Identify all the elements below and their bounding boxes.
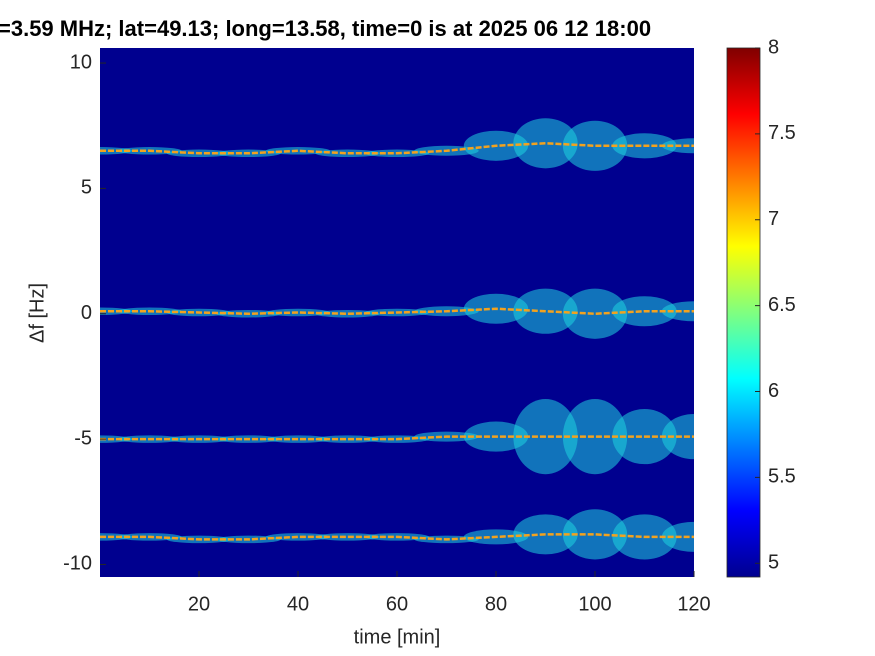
band-spread: [315, 309, 380, 318]
x-tick-label: 100: [578, 593, 611, 615]
y-tick-label: -10: [63, 553, 92, 575]
x-tick-label: 80: [485, 593, 507, 615]
band-spread: [562, 288, 628, 339]
x-axis-label: time [min]: [354, 626, 441, 648]
band-center-line: [100, 307, 694, 316]
band-spread: [562, 398, 628, 475]
band-spread: [265, 308, 331, 317]
band-spread: [562, 120, 628, 171]
band-center-line: [100, 435, 694, 441]
plot-area: [100, 118, 694, 560]
band-spread: [562, 509, 628, 560]
band-spread: [315, 533, 380, 541]
x-tick-label: 20: [188, 593, 210, 615]
colorbar-tick-label: 6: [768, 380, 779, 402]
band-spread: [315, 435, 380, 443]
y-axis-label: Δf [Hz]: [26, 283, 48, 343]
chart-title: =3.59 MHz; lat=49.13; long=13.58, time=0…: [0, 16, 651, 41]
y-tick-label: 10: [70, 51, 92, 73]
band-center-line: [100, 142, 694, 155]
band-spread: [315, 149, 380, 158]
x-tick-label: 60: [386, 593, 408, 615]
y-tick-label: 0: [81, 302, 92, 324]
y-tick-label: -5: [74, 427, 92, 449]
y-tick-label: 5: [81, 177, 92, 199]
colorbar-tick-label: 7.5: [768, 122, 796, 144]
band-center-line: [100, 533, 694, 541]
x-tick-label: 40: [287, 593, 309, 615]
colorbar-tick-label: 8: [768, 36, 779, 58]
colorbar-tick-label: 5: [768, 552, 779, 574]
colorbar: [726, 47, 761, 578]
colorbar-tick-label: 6.5: [768, 294, 796, 316]
x-tick-label: 120: [677, 593, 710, 615]
band-spread: [513, 118, 578, 169]
colorbar-tick-label: 5.5: [768, 466, 796, 488]
colorbar-tick-label: 7: [768, 208, 779, 230]
